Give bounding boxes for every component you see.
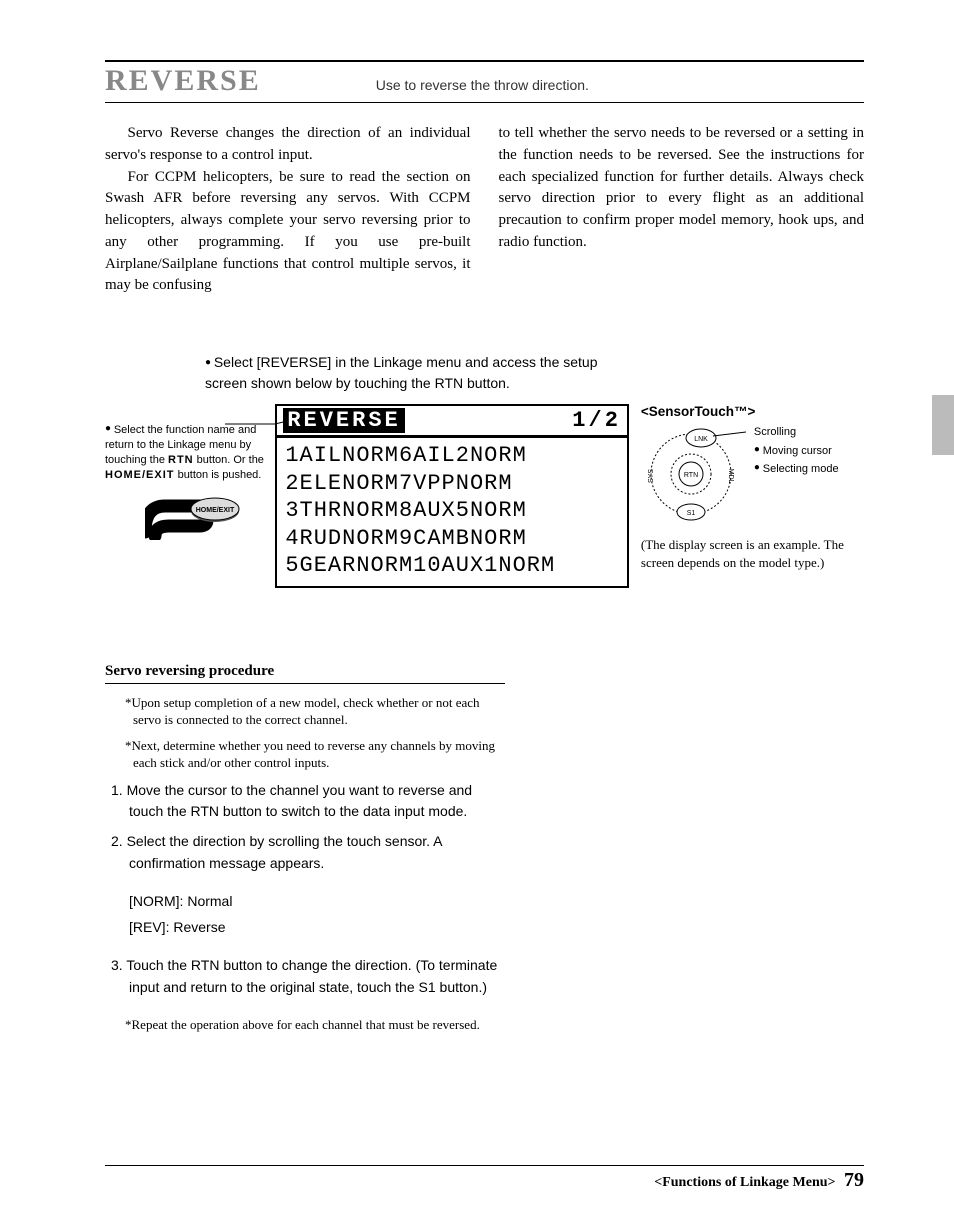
page-subtitle: Use to reverse the throw direction.: [376, 77, 589, 93]
sensor-labels: Scrolling Moving cursor Selecting mode: [754, 424, 839, 479]
procedure-title: Servo reversing procedure: [105, 663, 505, 684]
access-note: Select [REVERSE] in the Linkage menu and…: [205, 352, 625, 394]
procedure-value: [REV]: Reverse: [129, 915, 505, 940]
intro-right: to tell whether the servo needs to be re…: [499, 123, 865, 297]
footer-section: <Functions of Linkage Menu>: [654, 1175, 835, 1190]
footer-rule: [105, 1165, 864, 1166]
svg-text:RTN: RTN: [684, 472, 698, 479]
svg-text:LNK: LNK: [694, 436, 708, 443]
sensor-panel: <SensorTouch™> RTN LNK SYS MDL S1: [635, 404, 864, 572]
lcd-row: 2ELE NORM 7VPP NORM: [285, 470, 619, 498]
left-note: Select the function name and return to t…: [105, 404, 269, 545]
screen-row: Select the function name and return to t…: [105, 404, 864, 588]
svg-text:S1: S1: [687, 510, 696, 517]
intro-columns: Servo Reverse changes the direction of a…: [105, 123, 864, 297]
procedure-values: [NORM]: Normal [REV]: Reverse: [129, 889, 505, 939]
rtn-bold: RTN: [168, 454, 194, 466]
homeexit-bold: HOME/EXIT: [105, 469, 175, 481]
procedure: Servo reversing procedure *Upon setup co…: [105, 663, 505, 1034]
lcd-title-left: REVERSE: [283, 408, 404, 433]
homeexit-icon: HOME/EXIT: [145, 492, 269, 545]
lcd-row: 5GEAR NORM10AUX1 NORM: [285, 552, 619, 580]
intro-para-1: Servo Reverse changes the direction of a…: [105, 123, 471, 167]
procedure-value: [NORM]: Normal: [129, 889, 505, 914]
side-tab: [932, 395, 954, 455]
svg-text:MDL: MDL: [727, 469, 734, 484]
lcd-screen: REVERSE 1/2 1AIL NORM 6AIL2 NORM 2ELE NO…: [275, 404, 629, 588]
intro-left: Servo Reverse changes the direction of a…: [105, 123, 471, 297]
procedure-note: *Repeat the operation above for each cha…: [125, 1016, 505, 1034]
procedure-step: 2. Select the direction by scrolling the…: [111, 831, 505, 874]
lcd-title-right: 1/2: [572, 408, 621, 433]
intro-para-2: For CCPM helicopters, be sure to read th…: [105, 167, 471, 298]
lcd-row: 3THR NORM 8AUX5 NORM: [285, 497, 619, 525]
sensor-title: <SensorTouch™>: [641, 404, 864, 419]
sensor-label: Moving cursor: [754, 442, 839, 461]
svg-text:HOME/EXIT: HOME/EXIT: [196, 507, 235, 514]
intro-para-3: to tell whether the servo needs to be re…: [499, 123, 865, 254]
lcd-title: REVERSE 1/2: [277, 406, 627, 436]
lcd-body: 1AIL NORM 6AIL2 NORM 2ELE NORM 7VPP NORM…: [277, 436, 627, 586]
lcd-row: 1AIL NORM 6AIL2 NORM: [285, 442, 619, 470]
procedure-note: *Upon setup completion of a new model, c…: [125, 694, 505, 729]
sensor-label: Scrolling: [754, 424, 839, 442]
svg-text:SYS: SYS: [648, 469, 655, 483]
footer-page: 79: [844, 1169, 864, 1191]
page-title: REVERSE: [105, 64, 261, 98]
lcd-row: 4RUD NORM 9CAMB NORM: [285, 525, 619, 553]
left-note-text-3: button is pushed.: [175, 469, 262, 481]
title-row: REVERSE Use to reverse the throw directi…: [105, 60, 864, 103]
footer: <Functions of Linkage Menu> 79: [654, 1169, 864, 1192]
sensor-label: Selecting mode: [754, 460, 839, 479]
left-note-text-2: button. Or the: [194, 454, 264, 466]
procedure-note: *Next, determine whether you need to rev…: [125, 737, 505, 772]
sensor-diagram: RTN LNK SYS MDL S1: [641, 424, 746, 524]
procedure-step: 3. Touch the RTN button to change the di…: [111, 955, 505, 998]
sensor-footnote: (The display screen is an example. The s…: [641, 536, 864, 572]
procedure-step: 1. Move the cursor to the channel you wa…: [111, 780, 505, 823]
